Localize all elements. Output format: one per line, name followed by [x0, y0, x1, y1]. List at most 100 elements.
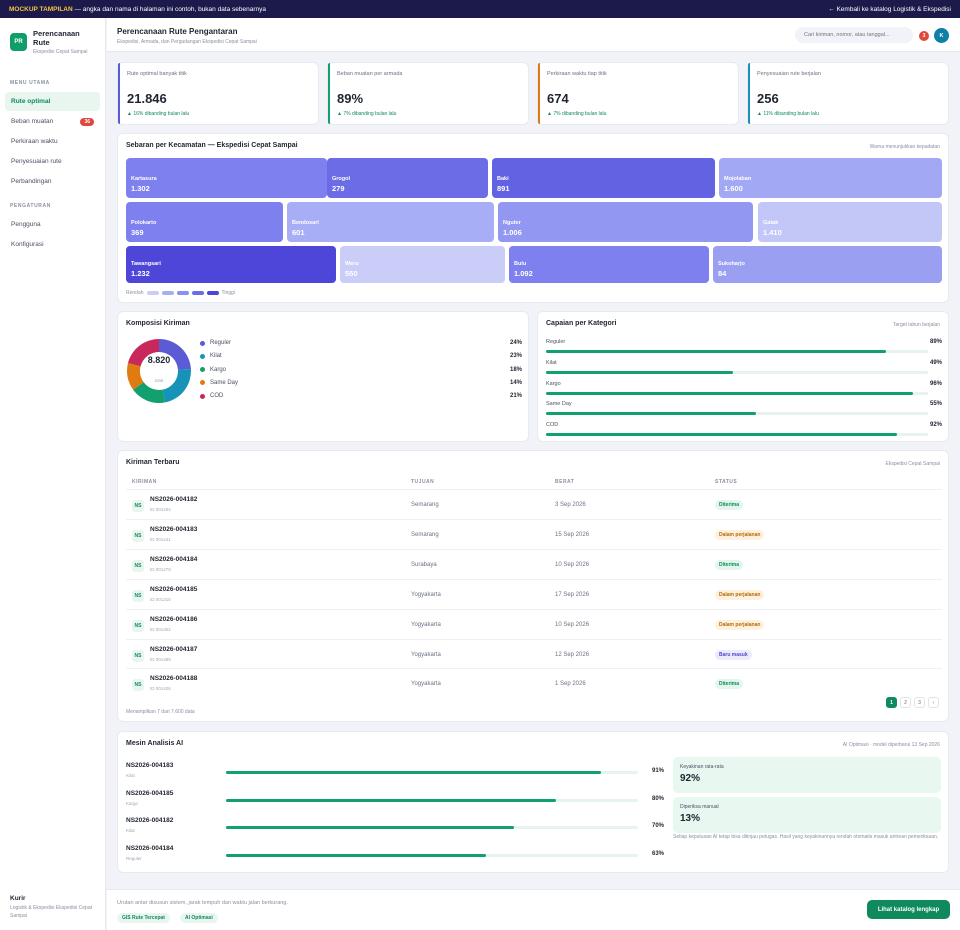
progress-label: Kargo	[546, 380, 561, 387]
table-row[interactable]: NS NS2026-004184 ID 001278 Surabaya 10 Sep 2…	[126, 548, 942, 579]
shipment-destination: Yogyakarta	[411, 681, 441, 688]
shipment-date: 1 Sep 2026	[555, 681, 586, 688]
sidebar-item-perkiraan-waktu[interactable]: Perkiraan waktu	[5, 132, 100, 151]
progress-track	[546, 433, 928, 437]
tech-chip: AI Optimasi	[180, 913, 218, 923]
legend-label: Kilat	[210, 353, 222, 360]
status-badge: Baru masuk	[715, 649, 752, 660]
kpi-value: 256	[757, 91, 779, 106]
status-badge: Dalam perjalanan	[715, 619, 765, 630]
shipment-date: 10 Sep 2026	[555, 621, 590, 628]
donut-total-label: total	[154, 378, 164, 383]
avatar[interactable]: K	[934, 28, 949, 43]
treemap-tile-mojolaban[interactable]: Mojolaban 1.600	[719, 158, 942, 198]
table-row[interactable]: NS NS2026-004186 ID 001352 Yogyakarta 10 Sep…	[126, 608, 942, 639]
brand: PR Perencanaan Rute Ekspedisi Cepat Samp…	[0, 18, 105, 64]
ai-shipment-kind: Kilat	[126, 828, 135, 834]
sidebar-item-penyesuaian-rute[interactable]: Penyesuaian rute	[5, 152, 100, 171]
progress-value: 92%	[929, 422, 942, 429]
footer-note: Urutan antar disusun sistem, jarak tempu…	[117, 900, 288, 906]
density-scale: Rendah Tinggi	[126, 290, 235, 296]
column-header-tujuan[interactable]: TUJUAN	[411, 479, 435, 485]
treemap-tile-bulu[interactable]: Bulu 1.092	[509, 246, 709, 283]
legend-label: Same Day	[210, 379, 239, 386]
confidence-fill	[226, 798, 556, 802]
treemap-tile-sukoharjo[interactable]: Sukoharjo 84	[713, 246, 942, 283]
table-row[interactable]: NS NS2026-004182 ID 001204 Semarang 3 Sep 20…	[126, 489, 942, 519]
notification-badge[interactable]: 3	[919, 31, 929, 41]
kpi-value: 21.846	[127, 91, 167, 106]
confidence-value: 91%	[651, 768, 664, 774]
sidebar-item-pengguna[interactable]: Pengguna	[5, 215, 100, 234]
sidebar-item-konfigurasi[interactable]: Konfigurasi	[5, 235, 100, 254]
progress-row: Reguler 89%	[546, 339, 942, 353]
ai-card: Mesin Analisis AI AI Optimasi · model di…	[117, 731, 949, 873]
status-badge: Diterima	[715, 559, 744, 570]
treemap-tile-tawangsari[interactable]: Tawangsari 1.232	[126, 246, 336, 283]
back-to-catalog-link[interactable]: ← Kembali ke katalog Logistik & Ekspedis…	[828, 5, 951, 13]
next-page-button[interactable]: ›	[928, 697, 939, 708]
tile-name: Sukoharjo	[718, 261, 745, 267]
legend-label: Reguler	[210, 340, 232, 346]
treemap-tile-gatak[interactable]: Gatak 1.410	[758, 202, 942, 242]
kpi-delta: ▲ 7% dibanding bulan lalu	[547, 111, 607, 117]
kpi-card: Penyesuaian rute berjalan 256 ▲ 11% diba…	[747, 62, 949, 125]
donut-chart	[127, 339, 191, 403]
banner-message: — angka dan nama di halaman ini contoh, …	[72, 5, 267, 13]
count-badge: 36	[80, 117, 94, 126]
sidebar: PR Perencanaan Rute Ekspedisi Cepat Samp…	[0, 18, 106, 930]
treemap-tile-bendosari[interactable]: Bendosari 601	[287, 202, 494, 242]
shipment-code: NS2026-004187	[150, 645, 198, 653]
progress-label: Kilat	[546, 359, 557, 366]
shipment-destination: Yogyakarta	[411, 621, 441, 628]
treemap-tile-weru[interactable]: Weru 550	[340, 246, 505, 283]
tile-value: 1.302	[131, 184, 150, 193]
progress-label: Same Day	[546, 401, 572, 408]
ai-shipment-code: NS2026-004182	[126, 817, 174, 825]
table-row[interactable]: NS NS2026-004185 ID 001315 Yogyakarta 17 Sep…	[126, 578, 942, 609]
legend-dot	[200, 340, 205, 346]
sidebar-item-label: Perkiraan waktu	[11, 138, 58, 145]
sidebar-footer: Kurir Logistik & Ekspedisi Ekspedisi Cep…	[10, 895, 98, 920]
shipment-avatar: NS	[132, 500, 144, 512]
treemap-tile-polokarto[interactable]: Polokarto 369	[126, 202, 283, 242]
page-button[interactable]: 3	[914, 697, 925, 708]
tile-value: 279	[332, 184, 345, 193]
search-input[interactable]	[795, 27, 913, 43]
treemap-tile-grogol[interactable]: Grogol 279	[327, 158, 488, 198]
top-bar: Perencanaan Rute Pengantaran Ekspedisi, …	[107, 18, 960, 52]
banner-text: MOCKUP TAMPILAN — angka dan nama di hala…	[9, 6, 266, 13]
shipment-avatar: NS	[132, 559, 144, 572]
user-org: Logistik & Ekspedisi Ekspedisi Cepat Sam…	[10, 905, 92, 919]
column-header-kiriman[interactable]: KIRIMAN	[132, 479, 157, 485]
achievement-card: Capaian per Kategori Target tahun berjal…	[537, 311, 949, 442]
legend-item: Same Day 14%	[200, 380, 522, 386]
treemap-tile-kartasura[interactable]: Kartasura 1.302	[126, 158, 327, 198]
kpi-label: Rute optimal banyak titik	[127, 71, 187, 77]
table-row[interactable]: NS NS2026-004188 ID 001426 Yogyakarta 1 Sep …	[126, 668, 942, 698]
view-catalog-button[interactable]: Lihat katalog lengkap	[867, 900, 950, 919]
kpi-accent	[538, 63, 540, 124]
table-row[interactable]: NS NS2026-004187 ID 001389 Yogyakarta 12 Sep…	[126, 638, 942, 669]
sidebar-item-rute-optimal[interactable]: Rute optimal	[5, 92, 100, 111]
page-button[interactable]: 1	[886, 697, 897, 708]
column-header-berat[interactable]: BERAT	[555, 479, 575, 485]
kpi-delta: ▲ 11% dibanding bulan lalu	[757, 111, 819, 117]
tile-name: Bendosari	[292, 220, 319, 226]
confidence-value: 70%	[651, 823, 664, 830]
treemap-tile-nguter[interactable]: Nguter 1.006	[498, 202, 753, 242]
status-badge: Diterima	[715, 500, 744, 510]
ai-note: AI Optimasi · model diperbarui 13 Sep 20…	[842, 742, 940, 748]
tile-name: Weru	[345, 261, 359, 267]
ai-stat-label: Keyakinan rata-rata	[680, 764, 724, 770]
page-button[interactable]: 2	[900, 697, 911, 708]
legend-item: COD 21%	[200, 393, 522, 399]
column-header-status[interactable]: STATUS	[715, 479, 738, 485]
sidebar-item-perbandingan[interactable]: Perbandingan	[5, 172, 100, 191]
table-row[interactable]: NS NS2026-004183 ID 001241 Semarang 15 Sep 2…	[126, 518, 942, 549]
kpi-card: Rute optimal banyak titik 21.846 ▲ 16% d…	[117, 62, 319, 125]
treemap-tile-baki[interactable]: Baki 891	[492, 158, 715, 198]
donut-slice-kargo	[133, 382, 165, 403]
brand-logo: PR	[10, 33, 28, 51]
sidebar-item-beban-muatan[interactable]: Beban muatan 36	[5, 112, 100, 131]
